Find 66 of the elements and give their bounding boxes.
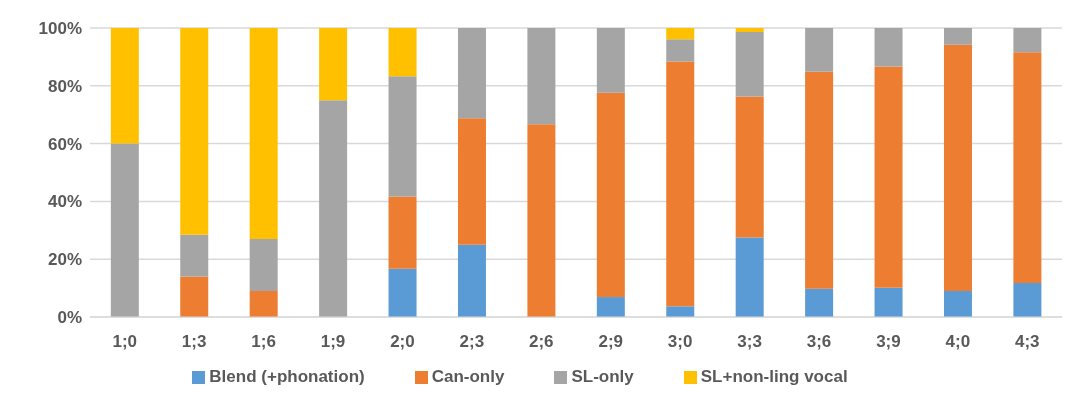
y-tick-label: 60% (47, 134, 82, 154)
bar (805, 288, 834, 317)
x-tick-label: 2;0 (390, 332, 415, 352)
bar (805, 28, 834, 72)
bar (180, 276, 209, 317)
bar (874, 66, 903, 288)
legend-label: Blend (+phonation) (209, 367, 365, 386)
x-tick-label: 3;3 (737, 332, 762, 352)
bar (457, 28, 486, 119)
x-tick-label: 4;0 (945, 332, 971, 352)
bar (874, 28, 903, 67)
x-tick-label: 4;3 (1015, 332, 1040, 352)
bar (735, 28, 764, 33)
x-tick-label: 2;9 (598, 332, 623, 352)
bar (249, 238, 278, 291)
x-tick-label: 1;6 (251, 332, 276, 352)
bar (596, 28, 625, 93)
bar (110, 28, 139, 144)
bar (319, 100, 348, 317)
bar (596, 92, 625, 298)
x-tick-label: 3;9 (876, 332, 901, 352)
x-tick-label: 3;6 (806, 332, 832, 352)
x-tick-label: 1;0 (112, 332, 137, 352)
legend-label: SL+non-ling vocal (700, 367, 848, 386)
bar (596, 297, 625, 317)
x-tick-label: 3;0 (667, 332, 693, 352)
bar (388, 268, 417, 317)
bar (110, 143, 139, 317)
bar (180, 234, 209, 277)
y-tick-label: 0% (57, 308, 82, 328)
bar (180, 28, 209, 235)
y-tick-label: 40% (47, 192, 82, 212)
x-tick-label: 1;9 (320, 332, 346, 352)
bar (1013, 52, 1042, 283)
bar (527, 124, 556, 317)
x-tick-label: 2;3 (459, 332, 485, 352)
bar (249, 28, 278, 239)
legend-label: SL-only (571, 367, 634, 386)
y-tick-label: 20% (47, 250, 82, 270)
bar (735, 32, 764, 97)
y-tick-label: 100% (38, 19, 82, 39)
x-tick-label: 1;3 (181, 332, 207, 352)
bar (943, 44, 972, 291)
bar (735, 96, 764, 238)
bar (388, 28, 417, 77)
bar (874, 287, 903, 317)
y-tick-label: 80% (47, 76, 82, 96)
bar (388, 76, 417, 197)
bar (666, 61, 695, 307)
bar (735, 237, 764, 317)
bar (666, 306, 695, 317)
bar (1013, 282, 1042, 317)
bar (388, 196, 417, 269)
bar (805, 71, 834, 289)
bar (1013, 28, 1042, 53)
bar (457, 244, 486, 317)
bar (319, 28, 348, 101)
bar (527, 28, 556, 125)
bar (249, 290, 278, 317)
x-tick-label: 2;6 (529, 332, 554, 352)
bar (943, 28, 972, 45)
bar (457, 118, 486, 245)
bar (943, 290, 972, 317)
bar (666, 39, 695, 62)
bar (666, 28, 695, 40)
legend-label: Can-only (431, 367, 505, 386)
